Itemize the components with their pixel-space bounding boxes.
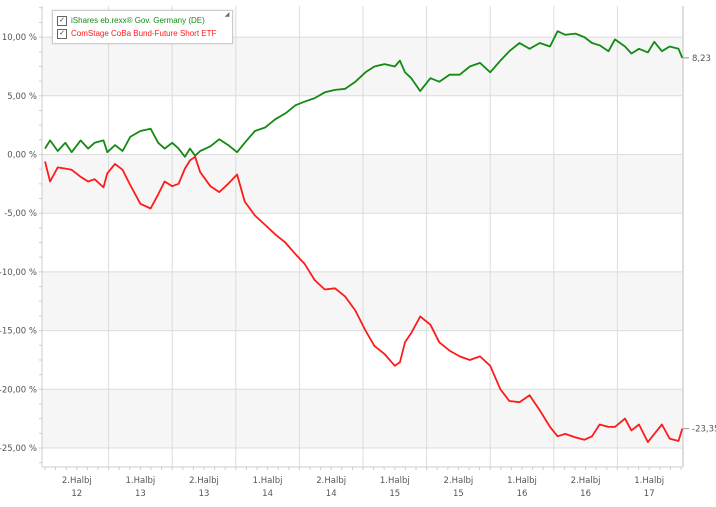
x-tick-label: 2.Halbj: [189, 476, 219, 486]
legend-label: ComStage CoBa Bund-Future Short ETF: [71, 29, 217, 38]
x-tick-label: 2.Halbj: [316, 476, 346, 486]
x-tick-label: 14: [262, 489, 273, 499]
y-tick-label: -25,00 %: [0, 444, 37, 454]
checkbox-checked-icon[interactable]: ✓: [57, 15, 67, 26]
legend-item-ishares[interactable]: ✓ iShares eb.rexx® Gov. Germany (DE): [57, 14, 216, 27]
x-tick-label: 14: [326, 489, 337, 499]
x-tick-label: 1.Halbj: [507, 476, 537, 486]
x-tick-label: 15: [453, 489, 464, 499]
y-tick-label: -15,00 %: [0, 327, 37, 337]
x-tick-label: 12: [71, 489, 82, 499]
legend-item-comstage[interactable]: ✓ ComStage CoBa Bund-Future Short ETF: [57, 27, 216, 40]
x-tick-label: 1.Halbj: [380, 476, 410, 486]
y-tick-label: 5,00 %: [7, 92, 37, 102]
series-line-1: [44, 155, 684, 443]
x-tick-label: 17: [644, 489, 655, 499]
x-tick-label: 1.Halbj: [253, 476, 283, 486]
legend: ◢ ✓ iShares eb.rexx® Gov. Germany (DE) ✓…: [52, 10, 234, 44]
y-tick-label: -20,00 %: [0, 385, 37, 395]
x-tick-label: 15: [389, 489, 400, 499]
last-value-label: -23,35: [692, 425, 716, 435]
x-tick-label: 2.Halbj: [62, 476, 92, 486]
x-tick-label: 16: [517, 489, 528, 499]
x-tick-label: 2.Halbj: [571, 476, 601, 486]
x-tick-label: 16: [580, 489, 591, 499]
x-tick-label: 2.Halbj: [443, 476, 473, 486]
legend-label: iShares eb.rexx® Gov. Germany (DE): [71, 16, 205, 25]
x-tick-label: 13: [135, 489, 146, 499]
x-tick-label: 1.Halbj: [125, 476, 155, 486]
series-line-0: [44, 30, 684, 158]
legend-resize-icon[interactable]: ◢: [224, 12, 230, 18]
x-tick-label: 13: [199, 489, 210, 499]
y-tick-label: 10,00 %: [2, 33, 37, 43]
checkbox-checked-icon[interactable]: ✓: [57, 28, 67, 39]
y-tick-label: -5,00 %: [4, 209, 37, 219]
y-tick-label: -10,00 %: [0, 268, 37, 278]
y-tick-label: 0,00 %: [7, 151, 37, 161]
last-value-label: 8,23: [692, 54, 711, 64]
x-tick-label: 1.Halbj: [634, 476, 664, 486]
